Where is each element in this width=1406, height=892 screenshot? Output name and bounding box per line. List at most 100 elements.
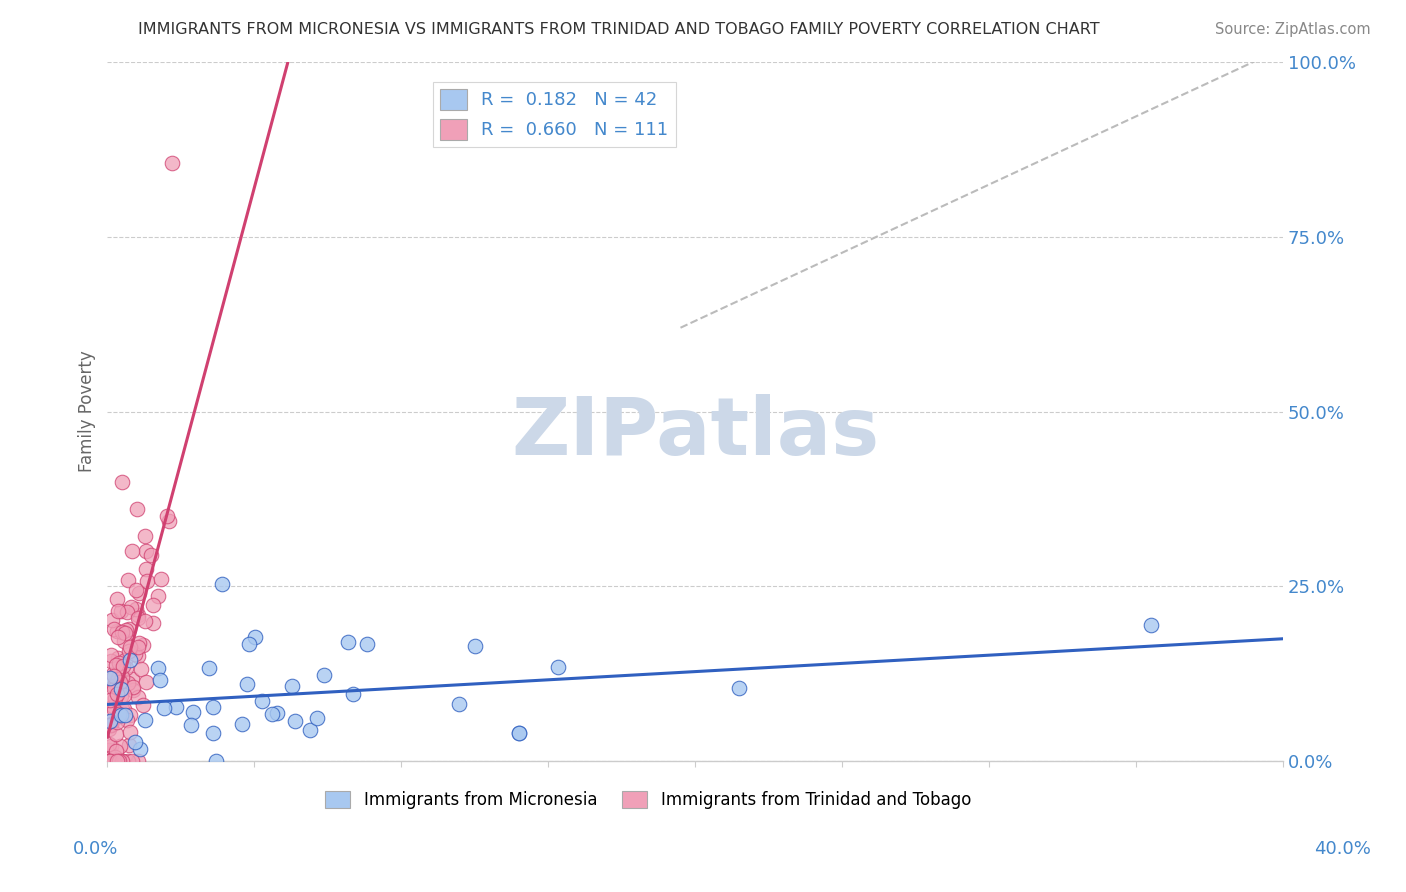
Point [114,707,136,722]
Point [181,705,204,719]
Point [108,674,131,689]
Point [121,672,143,686]
Point [98,754,121,768]
Point [100,739,122,754]
Point [97,754,120,768]
Point [235,677,257,691]
Point [139,549,162,563]
Point [110,707,132,722]
Point [250,694,273,708]
Point [100,648,122,662]
Point [342,687,364,701]
Point [111,475,134,489]
Point [111,658,134,673]
Point [204,754,226,768]
Point [121,681,143,695]
Point [356,637,378,651]
Point [463,639,485,653]
Point [107,651,129,665]
Point [107,707,129,722]
Point [231,716,253,731]
Point [314,667,336,681]
Point [97,754,120,768]
Point [111,702,134,716]
Point [103,669,125,683]
Point [262,706,284,721]
Point [157,514,180,528]
Text: Source: ZipAtlas.com: Source: ZipAtlas.com [1215,22,1371,37]
Point [243,630,266,644]
Point [125,502,148,516]
Point [118,622,141,636]
Point [198,661,221,675]
Point [111,754,134,768]
Point [447,698,470,712]
Point [97,743,120,757]
Point [98,714,121,729]
Point [117,754,139,768]
Point [110,690,132,704]
Point [136,574,159,588]
Point [104,744,127,758]
Point [111,670,134,684]
Point [127,608,149,623]
Point [129,662,152,676]
Point [104,676,127,690]
Point [127,648,149,663]
Point [134,614,156,628]
Point [135,562,157,576]
Point [134,529,156,543]
Point [98,693,121,707]
Point [125,582,148,597]
Point [127,754,149,768]
Point [336,635,359,649]
Point [103,698,125,713]
Point [105,657,128,672]
Point [118,738,141,752]
Point [104,750,127,764]
Point [127,610,149,624]
Point [142,598,165,612]
Point [107,671,129,685]
Point [121,754,143,768]
Point [118,640,141,654]
Point [132,638,155,652]
Point [107,754,129,768]
Point [112,689,135,703]
Point [728,681,751,695]
Point [115,661,138,675]
Point [149,572,172,586]
Point [103,703,125,717]
Point [105,727,128,741]
Point [112,702,135,716]
Point [125,602,148,616]
Point [101,667,124,681]
Point [118,643,141,657]
Point [97,754,120,768]
Point [153,701,176,715]
Point [211,577,233,591]
Point [121,544,143,558]
Point [107,630,129,644]
Point [111,624,134,639]
Point [156,508,179,523]
Text: ZIPatlas: ZIPatlas [510,393,879,472]
Point [110,682,132,697]
Point [149,673,172,688]
Y-axis label: Family Poverty: Family Poverty [79,351,96,473]
Point [508,726,530,740]
Point [146,590,169,604]
Point [104,691,127,706]
Point [132,698,155,712]
Point [103,622,125,636]
Point [98,754,121,768]
Point [115,623,138,637]
Point [107,656,129,670]
Point [127,640,149,655]
Point [124,735,146,749]
Point [180,718,202,732]
Point [100,654,122,668]
Point [299,723,322,737]
Point [101,613,124,627]
Point [202,726,225,740]
